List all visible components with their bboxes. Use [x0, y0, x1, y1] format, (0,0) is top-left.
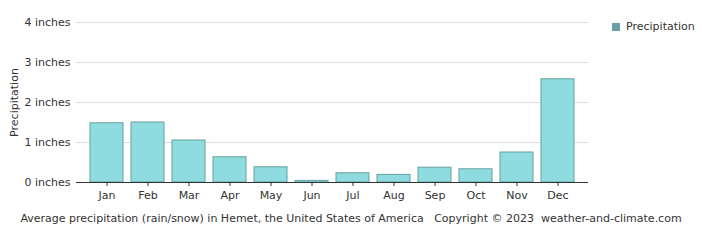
svg-text:4 inches: 4 inches [24, 16, 70, 29]
svg-text:Jul: Jul [345, 189, 359, 202]
svg-text:Jan: Jan [98, 189, 116, 202]
svg-text:Aug: Aug [383, 189, 404, 202]
svg-text:Precipitation: Precipitation [8, 68, 21, 137]
svg-text:Sep: Sep [425, 189, 446, 202]
html-text:Precipitation: Precipitation [626, 20, 695, 33]
svg-text:Feb: Feb [138, 189, 157, 202]
html-text:Average precipitation (rain/sn: Average precipitation (rain/snow) in Hem… [20, 212, 682, 225]
svg-text:Nov: Nov [506, 189, 528, 202]
svg-text:1 inches: 1 inches [24, 136, 70, 149]
svg-text:Dec: Dec [547, 189, 568, 202]
svg-text:Mar: Mar [179, 189, 200, 202]
svg-text:May: May [260, 189, 283, 202]
svg-text:0 inches: 0 inches [24, 176, 70, 189]
svg-text:Jun: Jun [302, 189, 320, 202]
svg-text:Apr: Apr [220, 189, 240, 202]
svg-text:2 inches: 2 inches [24, 96, 70, 109]
svg-text:Oct: Oct [466, 189, 486, 202]
svg-text:3 inches: 3 inches [24, 56, 70, 69]
